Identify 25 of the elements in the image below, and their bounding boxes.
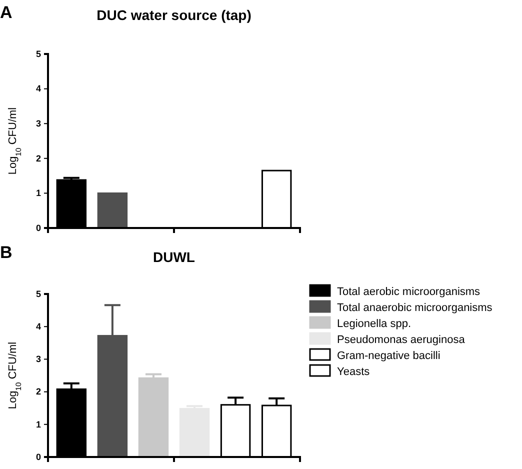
- bar: [97, 192, 128, 229]
- y-tick-label: 0: [36, 222, 41, 233]
- legend-label: Yeasts: [337, 366, 370, 378]
- y-tick-label: 4: [36, 84, 41, 94]
- y-tick-label: 1: [36, 419, 41, 430]
- text: A: [0, 3, 12, 22]
- y-tick-label: 2: [36, 153, 41, 164]
- legend-label: Legionella spp.: [337, 318, 412, 330]
- bar: [138, 377, 169, 458]
- y-tick-label: 5: [36, 288, 41, 299]
- legend-label: Gram-negative bacilli: [337, 350, 440, 362]
- legend-label: Total aerobic microorganisms: [337, 286, 481, 298]
- y-tick-label: 0: [36, 452, 41, 462]
- text: B: [0, 243, 12, 262]
- y-tick-label: 5: [36, 48, 41, 59]
- y-tick-label: 2: [36, 386, 41, 397]
- bar: [179, 408, 210, 458]
- y-tick-label: 4: [36, 321, 41, 332]
- y-tick-label: 3: [36, 354, 41, 364]
- legend-label: Total anaerobic microorganisms: [337, 302, 493, 314]
- y-tick-label: 1: [36, 188, 41, 198]
- chart-title: DUC water source (tap): [96, 7, 252, 23]
- legend-label: Pseudomonas aeruginosa: [337, 334, 466, 346]
- y-tick-label: 3: [36, 118, 41, 128]
- chart-title: DUWL: [153, 249, 196, 265]
